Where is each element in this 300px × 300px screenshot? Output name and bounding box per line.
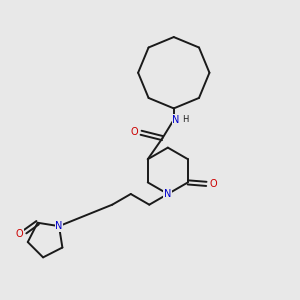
- Text: N: N: [164, 189, 172, 199]
- Text: O: O: [209, 179, 217, 189]
- Text: O: O: [15, 229, 23, 239]
- Text: N: N: [55, 221, 63, 231]
- Text: H: H: [182, 115, 188, 124]
- Text: O: O: [131, 127, 138, 137]
- Text: N: N: [172, 115, 180, 125]
